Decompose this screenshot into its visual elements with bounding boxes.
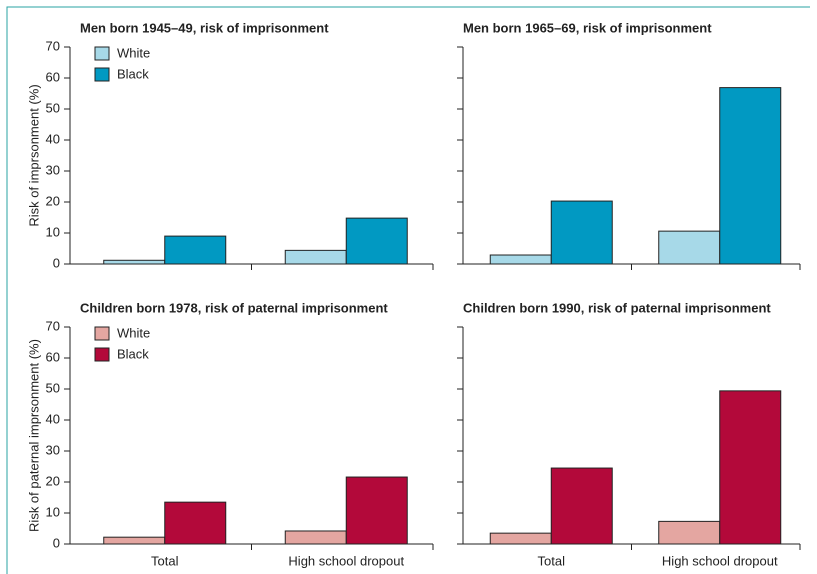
x-tick-label: High school dropout [288, 553, 404, 568]
chart-title: Children born 1978, risk of paternal imp… [80, 300, 388, 315]
bar [658, 230, 721, 265]
legend-swatch [94, 326, 110, 341]
y-tick-label: 60 [46, 349, 60, 364]
y-tick-label: 70 [46, 38, 60, 53]
bar [489, 532, 552, 545]
y-tick-label: 10 [46, 504, 60, 519]
bar [719, 87, 782, 265]
y-tick-label: 50 [46, 380, 60, 395]
legend-label: Black [117, 346, 149, 361]
y-tick-label: 0 [53, 255, 60, 270]
bar [284, 530, 347, 545]
chart-title: Children born 1990, risk of paternal imp… [463, 300, 771, 315]
chart-title: Men born 1965–69, risk of imprisonment [463, 20, 712, 35]
bar [284, 249, 347, 265]
y-axis-label: Risk of paternal imprsonment (%) [26, 339, 41, 532]
bar [550, 200, 613, 265]
bar [164, 235, 227, 265]
frame [6, 6, 810, 574]
y-tick-label: 20 [46, 193, 60, 208]
y-tick-label: 30 [46, 442, 60, 457]
legend-label: White [117, 325, 150, 340]
legend-swatch [94, 46, 110, 61]
bar [489, 254, 552, 265]
chart-title: Men born 1945–49, risk of imprisonment [80, 20, 329, 35]
legend-swatch [94, 347, 110, 362]
y-tick-label: 70 [46, 318, 60, 333]
bar [345, 476, 408, 545]
y-tick-label: 30 [46, 162, 60, 177]
y-tick-label: 10 [46, 224, 60, 239]
y-tick-label: 20 [46, 473, 60, 488]
bar [719, 390, 782, 545]
bar [345, 217, 408, 265]
legend-swatch [94, 67, 110, 82]
bar [658, 520, 721, 545]
y-tick-label: 40 [46, 411, 60, 426]
y-axis-label: Risk of imprsonment (%) [26, 84, 41, 226]
legend-label: White [117, 45, 150, 60]
bar [103, 259, 166, 265]
y-tick-label: 60 [46, 69, 60, 84]
x-tick-label: High school dropout [662, 553, 778, 568]
y-tick-label: 40 [46, 131, 60, 146]
x-tick-label: Total [151, 553, 179, 568]
bar [164, 501, 227, 545]
x-tick-label: Total [538, 553, 566, 568]
y-tick-label: 50 [46, 100, 60, 115]
bar [550, 467, 613, 545]
legend-label: Black [117, 66, 149, 81]
y-tick-label: 0 [53, 535, 60, 550]
bar [103, 536, 166, 545]
